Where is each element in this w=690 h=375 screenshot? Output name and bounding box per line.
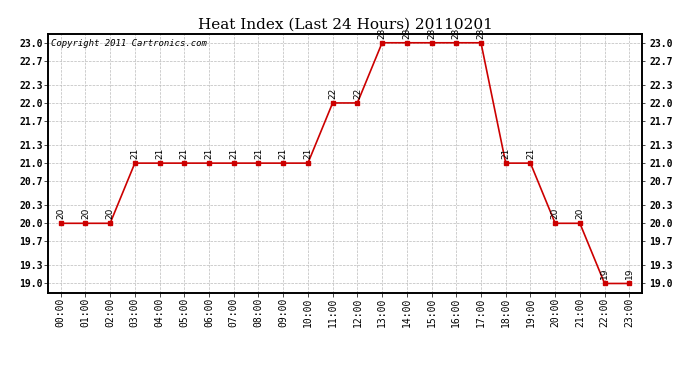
Text: 20: 20 — [81, 208, 90, 219]
Text: 22: 22 — [328, 87, 337, 99]
Text: 21: 21 — [180, 148, 189, 159]
Text: 20: 20 — [56, 208, 65, 219]
Text: Copyright 2011 Cartronics.com: Copyright 2011 Cartronics.com — [51, 39, 207, 48]
Text: 21: 21 — [526, 148, 535, 159]
Text: 19: 19 — [600, 268, 609, 279]
Text: 21: 21 — [130, 148, 139, 159]
Text: 23: 23 — [402, 27, 411, 39]
Text: 19: 19 — [625, 268, 634, 279]
Title: Heat Index (Last 24 Hours) 20110201: Heat Index (Last 24 Hours) 20110201 — [197, 17, 493, 31]
Text: 23: 23 — [427, 27, 436, 39]
Text: 21: 21 — [304, 148, 313, 159]
Text: 23: 23 — [477, 27, 486, 39]
Text: 20: 20 — [551, 208, 560, 219]
Text: 20: 20 — [106, 208, 115, 219]
Text: 21: 21 — [501, 148, 510, 159]
Text: 20: 20 — [575, 208, 584, 219]
Text: 22: 22 — [353, 87, 362, 99]
Text: 23: 23 — [452, 27, 461, 39]
Text: 21: 21 — [204, 148, 213, 159]
Text: 21: 21 — [155, 148, 164, 159]
Text: 23: 23 — [377, 27, 386, 39]
Text: 21: 21 — [254, 148, 263, 159]
Text: 21: 21 — [229, 148, 238, 159]
Text: 21: 21 — [279, 148, 288, 159]
